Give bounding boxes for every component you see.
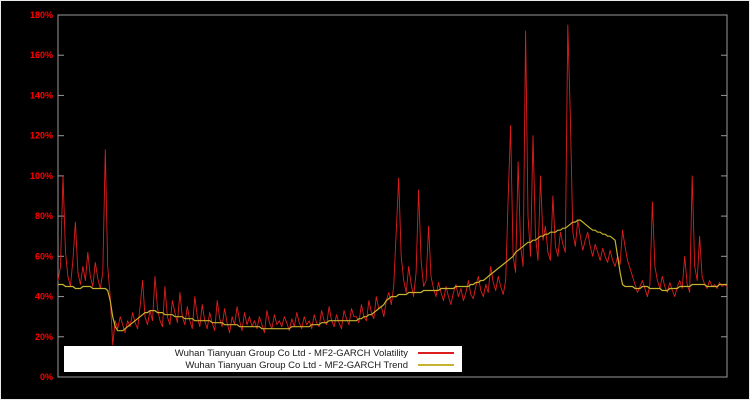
- trend-line-sample: [418, 364, 454, 366]
- legend-item-volatility: Wuhan Tianyuan Group Co Ltd - MF2-GARCH …: [64, 347, 462, 359]
- legend-item-trend: Wuhan Tianyuan Group Co Ltd - MF2-GARCH …: [64, 359, 462, 371]
- y-tick-label: 120%: [30, 131, 53, 141]
- legend-label-trend: Wuhan Tianyuan Group Co Ltd - MF2-GARCH …: [185, 359, 408, 371]
- legend-label-volatility: Wuhan Tianyuan Group Co Ltd - MF2-GARCH …: [174, 347, 408, 359]
- y-tick-label: 0%: [40, 372, 53, 382]
- volatility-line: [57, 24, 728, 346]
- plot-border: [57, 14, 728, 378]
- volatility-line-sample: [418, 352, 454, 354]
- y-tick-label: 80%: [35, 211, 53, 221]
- y-tick-label: 60%: [35, 251, 53, 261]
- y-tick-label: 100%: [30, 171, 53, 181]
- y-tick-label: 160%: [30, 50, 53, 60]
- y-tick-label: 140%: [30, 90, 53, 100]
- trend-line: [58, 219, 727, 332]
- y-tick-label: 40%: [35, 292, 53, 302]
- y-tick-label: 180%: [30, 10, 53, 20]
- chart-legend: Wuhan Tianyuan Group Co Ltd - MF2-GARCH …: [64, 346, 462, 372]
- y-tick-label: 20%: [35, 332, 53, 342]
